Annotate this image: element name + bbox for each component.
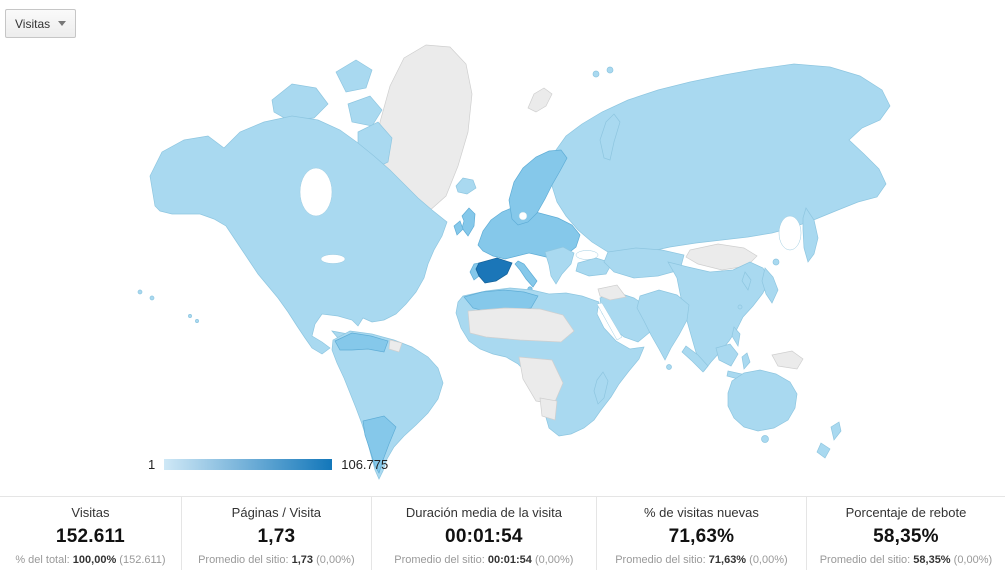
map-region-syria-iraq [597,284,627,301]
map-island-hawaii-1[interactable] [188,314,192,318]
map-region-balkans-greece[interactable] [544,246,575,285]
map-region-australia[interactable] [727,369,798,432]
map-island-borneo[interactable] [715,343,739,367]
map-region-argentina[interactable] [362,415,397,474]
map-region-japan[interactable] [761,267,779,304]
map-region-sahel [467,307,575,343]
metric-subtext: Promedio del sitio: 1,73 (0,00%) [182,554,371,566]
map-island-hokkaido[interactable] [772,258,780,266]
map-region-colombia-venezuela[interactable] [334,332,389,353]
metric-sub-label: Promedio del sitio: [819,554,911,566]
map-island-sulawesi[interactable] [741,352,751,370]
legend-max-label: 106.775 [341,457,389,472]
metric-value: 1,73 [257,526,296,547]
metric-subtext: Promedio del sitio: 00:01:54 (0,00%) [372,554,596,566]
map-island-aleutian-1[interactable] [137,289,143,295]
map-island-new-zealand-south[interactable] [816,442,831,459]
map-island-sri-lanka[interactable] [666,364,672,370]
map-island-arctic-3[interactable] [347,95,383,127]
metric-subtext: Promedio del sitio: 71,63% (0,00%) [597,554,806,566]
metric-sub-label: Promedio del sitio: [198,554,289,566]
metric-value: 00:01:54 [445,526,523,547]
map-region-namibia-botswana [539,397,558,421]
metric-sub-extra: (0,00%) [953,554,993,566]
map-island-new-guinea [771,350,804,370]
metric-value: 71,63% [668,526,735,547]
metric-value: 58,35% [873,526,939,547]
map-island-franz-josef-1[interactable] [592,70,600,78]
great-lakes [320,254,346,264]
legend-gradient-bar [164,459,333,470]
metric-visitas-nuevas: % de visitas nuevas 71,63% Promedio del … [595,497,806,570]
metric-title: Páginas / Visita [231,505,322,520]
metric-sub-value: 1,73 [291,554,314,566]
map-legend: 1 106.775 [148,457,388,472]
map-island-sumatra[interactable] [681,345,709,373]
baltic-sea [518,211,528,221]
map-region-south-america[interactable] [331,330,444,480]
map-island-madagascar[interactable] [593,371,609,405]
metric-sub-label: Promedio del sitio: [615,554,706,566]
metric-visitas: Visitas 152.611 % del total: 100,00% (15… [0,497,181,570]
map-island-novaya-zemlya[interactable] [599,113,621,161]
metric-paginas-visita: Páginas / Visita 1,73 Promedio del sitio… [180,497,371,570]
map-region-russia[interactable] [551,63,891,257]
metric-sub-value: 100,00% [72,554,117,566]
map-island-aleutian-2[interactable] [149,295,155,301]
metric-subtext: Promedio del sitio: 58,35% (0,00%) [807,554,1005,566]
map-region-korea[interactable] [741,271,752,291]
metric-duracion-media: Duración media de la visita 00:01:54 Pro… [370,497,596,570]
metric-value: 152.611 [55,526,125,547]
metric-sub-extra: (152.611) [119,554,166,566]
metric-porcentaje-rebote: Porcentaje de rebote 58,35% Promedio del… [805,497,1005,570]
map-region-united-kingdom[interactable] [461,207,476,237]
metric-sub-value: 58,35% [913,554,951,566]
chevron-down-icon [58,21,67,26]
map-region-italy[interactable] [514,260,538,288]
map-region-spain[interactable] [475,257,513,284]
map-island-hawaii-2[interactable] [195,319,199,323]
sea-of-okhotsk [778,215,802,251]
metric-selector-label: Visitas [15,16,51,31]
map-region-central-asia[interactable] [603,247,685,279]
hudson-bay [299,167,333,217]
metric-sub-value: 71,63% [708,554,747,566]
metric-selector-dropdown[interactable]: Visitas [5,9,77,38]
map-island-tasmania[interactable] [761,435,769,443]
map-region-india[interactable] [636,289,690,361]
metric-title: Visitas [71,505,110,520]
metric-sub-extra: (0,00%) [534,554,574,566]
metric-sub-value: 00:01:54 [487,554,532,566]
metric-title: Duración media de la visita [405,505,562,520]
red-sea [596,302,623,341]
metric-sub-label: Promedio del sitio: [394,554,485,566]
black-sea [575,250,599,260]
world-map[interactable] [0,0,1005,495]
map-region-philippines[interactable] [731,326,741,347]
legend-min-label: 1 [148,457,156,472]
map-region-guyanas [388,339,403,353]
map-region-turkey[interactable] [575,257,613,277]
map-island-franz-josef-2[interactable] [606,66,614,74]
map-region-iceland[interactable] [455,177,477,195]
summary-metrics-bar: Visitas 152.611 % del total: 100,00% (15… [0,496,1005,570]
map-region-ireland[interactable] [453,220,464,236]
map-island-taiwan[interactable] [737,304,743,310]
metric-sub-extra: (0,00%) [316,554,355,566]
map-region-scandinavia[interactable] [508,149,568,226]
metric-title: % de visitas nuevas [644,505,759,520]
map-island-new-zealand-north[interactable] [830,421,842,441]
metric-title: Porcentaje de rebote [845,505,967,520]
map-island-arctic-2[interactable] [335,59,373,93]
map-island-svalbard [527,87,553,113]
map-region-europe[interactable] [477,206,581,260]
map-island-arctic-1[interactable] [271,83,329,121]
metric-sub-label: % del total: [15,554,70,566]
metric-sub-extra: (0,00%) [749,554,788,566]
map-region-north-america[interactable] [149,115,448,355]
metric-subtext: % del total: 100,00% (152.611) [0,554,181,566]
map-region-kamchatka[interactable] [802,207,819,263]
